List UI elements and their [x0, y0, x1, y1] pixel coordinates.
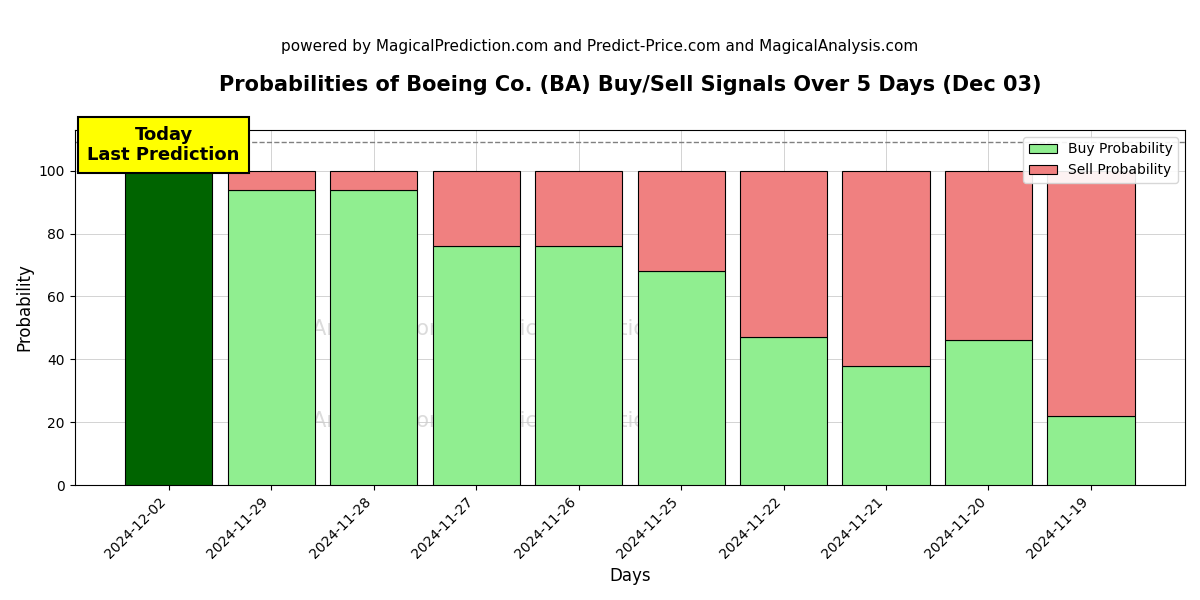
Legend: Buy Probability, Sell Probability: Buy Probability, Sell Probability	[1024, 137, 1178, 183]
Y-axis label: Probability: Probability	[16, 263, 34, 352]
Bar	[432, 171, 520, 246]
Bar	[944, 340, 1032, 485]
Bar	[535, 246, 622, 485]
Bar	[228, 171, 314, 190]
Bar	[330, 190, 418, 485]
X-axis label: Days: Days	[610, 567, 650, 585]
Bar	[944, 171, 1032, 340]
Bar	[637, 271, 725, 485]
Bar	[330, 171, 418, 190]
Bar	[228, 190, 314, 485]
Bar	[842, 365, 930, 485]
Text: Today
Last Prediction: Today Last Prediction	[88, 125, 240, 164]
Bar	[535, 171, 622, 246]
Bar	[432, 246, 520, 485]
Bar	[1048, 416, 1134, 485]
Bar	[1048, 171, 1134, 416]
Bar	[740, 171, 827, 337]
Bar	[842, 171, 930, 365]
Title: Probabilities of Boeing Co. (BA) Buy/Sell Signals Over 5 Days (Dec 03): Probabilities of Boeing Co. (BA) Buy/Sel…	[218, 75, 1042, 95]
Text: calAnalysis.com    MagicalPrediction.com: calAnalysis.com MagicalPrediction.com	[282, 319, 710, 339]
Bar	[125, 171, 212, 485]
Bar	[637, 171, 725, 271]
Text: powered by MagicalPrediction.com and Predict-Price.com and MagicalAnalysis.com: powered by MagicalPrediction.com and Pre…	[281, 39, 919, 54]
Text: calAnalysis.com    MagicalPrediction.com: calAnalysis.com MagicalPrediction.com	[282, 411, 710, 431]
Bar	[740, 337, 827, 485]
